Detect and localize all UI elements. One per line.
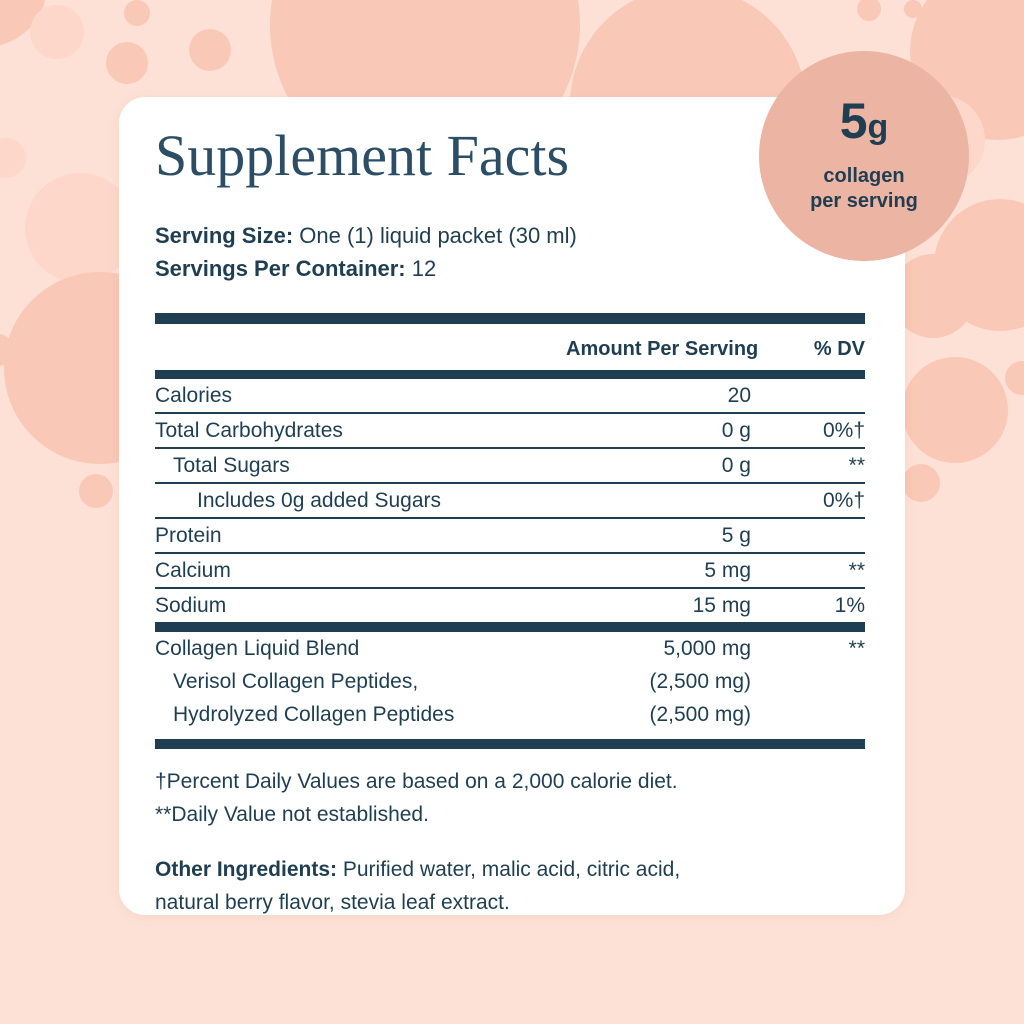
nutrient-amount: 0 g — [721, 453, 751, 477]
supplement-facts-card: Supplement Facts Serving Size: One (1) l… — [119, 97, 905, 915]
nutrient-name: Total Sugars — [173, 453, 290, 477]
other-ingredients-line1: Purified water, malic acid, citric acid, — [337, 858, 681, 881]
table-row: Sodium 15 mg 1% — [155, 589, 865, 622]
other-ingredients-line2: natural berry flavor, stevia leaf extrac… — [155, 891, 510, 914]
bubble-decoration — [902, 357, 1008, 463]
nutrient-name: Calories — [155, 383, 233, 407]
table-row: Total Sugars 0 g ** — [155, 449, 865, 484]
footnote-daily-values: †Percent Daily Values are based on a 2,0… — [155, 770, 678, 793]
nutrient-dv: 0%† — [822, 418, 865, 442]
servings-per-container-line: Servings Per Container: 12 — [155, 252, 865, 285]
nutrient-name: Protein — [155, 523, 222, 547]
table-header-bar — [155, 370, 865, 379]
nutrient-amount: 20 — [727, 383, 751, 407]
bubble-decoration — [30, 5, 84, 59]
bubble-decoration — [79, 474, 113, 508]
bubble-decoration — [1005, 361, 1024, 395]
nutrient-name: Includes 0g added Sugars — [197, 488, 442, 512]
table-section-bar — [155, 622, 865, 632]
bubble-decoration — [25, 173, 135, 283]
other-ingredients-label: Other Ingredients: — [155, 858, 338, 881]
servings-per-container-label: Servings Per Container: — [155, 256, 406, 281]
nutrient-amount: 0 g — [721, 418, 751, 442]
badge-unit: g — [867, 108, 889, 146]
nutrient-dv: ** — [848, 453, 865, 477]
table-rows: Calories 20 Total Carbohydrates 0 g 0%† Total… — [155, 379, 865, 749]
bubble-decoration — [124, 0, 150, 26]
table-row: Protein 5 g — [155, 519, 865, 554]
bubble-decoration — [0, 138, 26, 178]
bubble-decoration — [189, 29, 231, 71]
nutrient-amount: 5 g — [721, 523, 751, 547]
nutrient-name: Calcium — [155, 558, 231, 582]
table-header: Amount Per Serving % DV — [155, 324, 865, 370]
percent-dv-header: % DV — [813, 338, 865, 360]
footnote-dv-not-established: **Daily Value not established. — [155, 803, 429, 826]
footnotes: †Percent Daily Values are based on a 2,0… — [155, 765, 865, 831]
badge-line1: collagen — [823, 165, 905, 187]
serving-size-label: Serving Size: — [155, 223, 294, 248]
nutrient-name: Sodium — [155, 593, 227, 617]
nutrient-amount: 5,000 mg — [663, 636, 751, 660]
nutrient-amount: (2,500 mg) — [649, 702, 751, 726]
servings-per-container-value: 12 — [405, 256, 437, 281]
collagen-badge: 5g collagen per serving — [759, 51, 969, 261]
badge-subtext: collagen per serving — [810, 164, 918, 214]
table-row: Collagen Liquid Blend 5,000 mg ** — [155, 632, 865, 665]
bubble-decoration — [891, 254, 975, 338]
bubble-decoration — [0, 334, 14, 366]
nutrient-amount: 5 mg — [704, 558, 751, 582]
bubble-decoration — [106, 42, 148, 84]
badge-line2: per serving — [810, 190, 918, 212]
table-row: Hydrolyzed Collagen Peptides (2,500 mg) — [155, 698, 865, 731]
table-row: Total Carbohydrates 0 g 0%† — [155, 414, 865, 449]
serving-info: Serving Size: One (1) liquid packet (30 … — [155, 219, 865, 285]
nutrient-dv: 1% — [834, 593, 865, 617]
table-row: Calcium 5 mg ** — [155, 554, 865, 589]
table-top-bar — [155, 313, 865, 324]
nutrient-name: Total Carbohydrates — [155, 418, 343, 442]
serving-size-line: Serving Size: One (1) liquid packet (30 … — [155, 219, 865, 252]
table-row: Calories 20 — [155, 379, 865, 414]
page-title: Supplement Facts — [155, 123, 570, 188]
nutrient-name: Collagen Liquid Blend — [155, 636, 360, 660]
bubble-decoration — [741, 64, 773, 96]
nutrient-dv: ** — [848, 636, 865, 660]
nutrient-dv: ** — [848, 558, 865, 582]
serving-size-value: One (1) liquid packet (30 ml) — [293, 223, 577, 248]
nutrient-name: Verisol Collagen Peptides, — [173, 669, 419, 693]
bubble-decoration — [902, 464, 940, 502]
nutrient-name: Hydrolyzed Collagen Peptides — [173, 702, 455, 726]
nutrient-amount: (2,500 mg) — [649, 669, 751, 693]
table-row: Includes 0g added Sugars 0%† — [155, 484, 865, 519]
amount-per-serving-header: Amount Per Serving — [566, 338, 759, 360]
badge-value: 5 — [839, 93, 868, 149]
table-row: Verisol Collagen Peptides, (2,500 mg) — [155, 665, 865, 698]
table-section-bar — [155, 739, 865, 749]
bubble-decoration — [857, 0, 881, 21]
other-ingredients: Other Ingredients: Purified water, malic… — [155, 853, 865, 919]
nutrient-amount: 15 mg — [692, 593, 751, 617]
badge-amount: 5g — [840, 96, 889, 157]
nutrient-dv: 0%† — [822, 488, 865, 512]
